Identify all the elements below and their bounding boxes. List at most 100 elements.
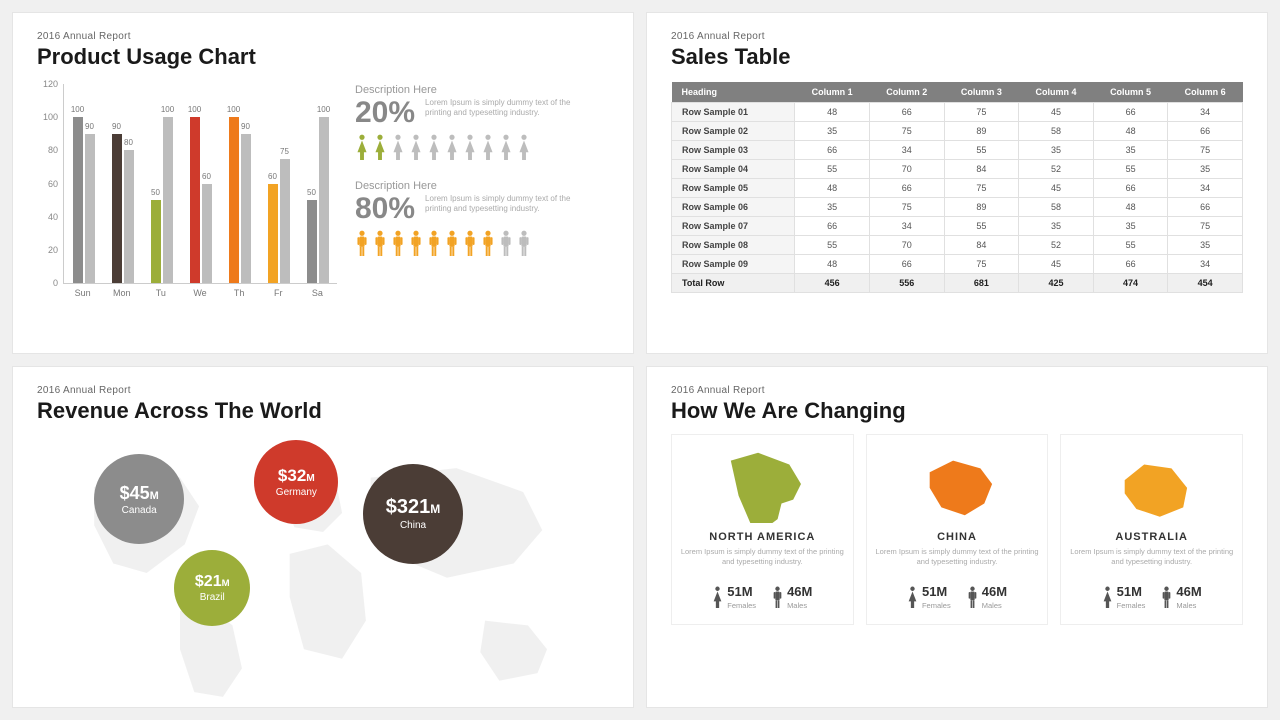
- bubble-value: $321M: [386, 496, 441, 519]
- region-card: NORTH AMERICA Lorem Ipsum is simply dumm…: [671, 434, 854, 625]
- table-cell: 34: [1168, 255, 1243, 274]
- table-cell: Total Row: [672, 274, 795, 293]
- female-person-icon: [1102, 586, 1113, 608]
- description-text: Lorem Ipsum is simply dummy text of the …: [425, 98, 575, 119]
- table-cell: Row Sample 06: [672, 198, 795, 217]
- table-cell: 75: [1168, 217, 1243, 236]
- bar: 100: [229, 117, 239, 283]
- x-axis-label: Fr: [259, 284, 298, 298]
- table-cell: 55: [944, 141, 1019, 160]
- bar: 100: [73, 117, 83, 283]
- bubble-value: $21M: [195, 573, 230, 591]
- revenue-bubble: $321M China: [363, 464, 463, 564]
- male-count: 46MMales: [772, 583, 812, 610]
- table-cell: Row Sample 01: [672, 103, 795, 122]
- bar: 90: [112, 134, 122, 283]
- bar-group: 9080: [103, 84, 142, 283]
- panel-product-usage: 2016 Annual Report Product Usage Chart 0…: [12, 12, 634, 354]
- table-total-row: Total Row456556681425474454: [672, 274, 1243, 293]
- table-row: Row Sample 03663455353575: [672, 141, 1243, 160]
- panel4-kicker: 2016 Annual Report: [671, 385, 1243, 396]
- bubble-value: $45M: [120, 483, 159, 504]
- male-person-icon: [427, 230, 441, 256]
- region-map-icon: [680, 445, 845, 523]
- table-cell: 66: [1168, 122, 1243, 141]
- male-person-icon: [391, 230, 405, 256]
- bar: 100: [190, 117, 200, 283]
- table-cell: 66: [795, 217, 870, 236]
- bubble-country: Canada: [122, 505, 157, 516]
- table-cell: 681: [944, 274, 1019, 293]
- female-person-icon: [373, 134, 387, 160]
- region-name: AUSTRALIA: [1069, 531, 1234, 543]
- table-cell: 45: [1019, 179, 1094, 198]
- table-cell: 456: [795, 274, 870, 293]
- bubble-country: Germany: [276, 487, 317, 498]
- bar: 75: [280, 159, 290, 283]
- panel4-title: How We Are Changing: [671, 398, 1243, 424]
- table-cell: 35: [1093, 141, 1168, 160]
- male-count: 46MMales: [1161, 583, 1201, 610]
- female-person-icon: [391, 134, 405, 160]
- table-cell: 35: [1168, 160, 1243, 179]
- female-person-icon: [409, 134, 423, 160]
- bar: 100: [163, 117, 173, 283]
- bubble-country: Brazil: [200, 592, 225, 603]
- table-cell: 52: [1019, 236, 1094, 255]
- table-row: Row Sample 04557084525535: [672, 160, 1243, 179]
- table-cell: 70: [869, 236, 944, 255]
- table-row: Row Sample 08557084525535: [672, 236, 1243, 255]
- panel2-title: Sales Table: [671, 44, 1243, 70]
- male-person-icon: [445, 230, 459, 256]
- table-header-cell: Column 6: [1168, 82, 1243, 103]
- table-cell: 75: [944, 103, 1019, 122]
- table-row: Row Sample 01486675456634: [672, 103, 1243, 122]
- male-person-icon: [1161, 586, 1172, 608]
- male-person-icon: [499, 230, 513, 256]
- region-card: AUSTRALIA Lorem Ipsum is simply dummy te…: [1060, 434, 1243, 625]
- region-map-icon: [1069, 445, 1234, 523]
- percent-value: 20%: [355, 98, 415, 128]
- bar: 80: [124, 150, 134, 283]
- people-pictograph: [355, 230, 609, 256]
- table-cell: 34: [1168, 179, 1243, 198]
- table-cell: 89: [944, 122, 1019, 141]
- x-axis-label: Mon: [102, 284, 141, 298]
- table-cell: 66: [869, 103, 944, 122]
- male-person-icon: [481, 230, 495, 256]
- table-cell: 89: [944, 198, 1019, 217]
- female-count: 51MFemales: [712, 583, 756, 610]
- table-cell: 84: [944, 236, 1019, 255]
- region-name: CHINA: [875, 531, 1040, 543]
- revenue-bubble: $45M Canada: [94, 454, 184, 544]
- table-cell: 55: [944, 217, 1019, 236]
- panel-sales-table: 2016 Annual Report Sales Table HeadingCo…: [646, 12, 1268, 354]
- table-cell: Row Sample 03: [672, 141, 795, 160]
- x-axis-label: We: [180, 284, 219, 298]
- table-row: Row Sample 07663455353575: [672, 217, 1243, 236]
- table-header-cell: Column 3: [944, 82, 1019, 103]
- table-cell: Row Sample 09: [672, 255, 795, 274]
- table-header-cell: Column 1: [795, 82, 870, 103]
- bar: 100: [319, 117, 329, 283]
- table-cell: 34: [869, 217, 944, 236]
- description-heading: Description Here: [355, 180, 609, 192]
- description-text: Lorem Ipsum is simply dummy text of the …: [425, 194, 575, 215]
- panel1-kicker: 2016 Annual Report: [37, 31, 609, 42]
- table-cell: 35: [795, 198, 870, 217]
- table-cell: 48: [1093, 122, 1168, 141]
- female-count: 51MFemales: [1102, 583, 1146, 610]
- bar: 60: [202, 184, 212, 284]
- bar-chart: 0204060801001201009090805010010060100906…: [37, 84, 337, 298]
- table-cell: Row Sample 05: [672, 179, 795, 198]
- table-cell: 55: [795, 236, 870, 255]
- table-cell: 58: [1019, 122, 1094, 141]
- male-person-icon: [373, 230, 387, 256]
- table-cell: 454: [1168, 274, 1243, 293]
- table-cell: 66: [1168, 198, 1243, 217]
- table-cell: 45: [1019, 103, 1094, 122]
- table-cell: 66: [1093, 255, 1168, 274]
- male-person-icon: [517, 230, 531, 256]
- panel2-kicker: 2016 Annual Report: [671, 31, 1243, 42]
- description-heading: Description Here: [355, 84, 609, 96]
